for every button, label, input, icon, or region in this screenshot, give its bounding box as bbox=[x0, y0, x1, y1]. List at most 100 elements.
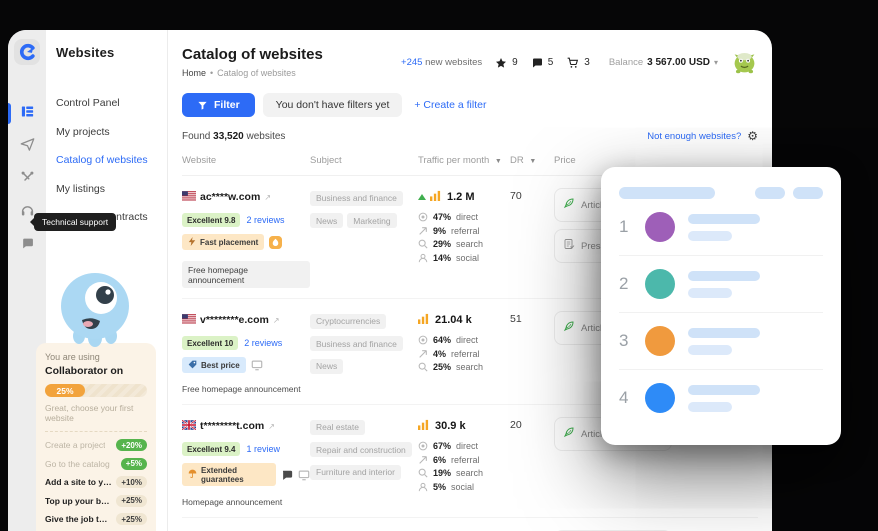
website-domain: t********t.com bbox=[200, 420, 265, 432]
task-row[interactable]: Create a project +20% bbox=[45, 439, 147, 451]
control-panel-icon bbox=[20, 104, 35, 124]
rail-item-control-panel[interactable] bbox=[8, 97, 46, 130]
gear-icon[interactable]: ⚙ bbox=[747, 129, 758, 143]
column-header-price: Price bbox=[554, 155, 576, 166]
monitor-icon[interactable] bbox=[298, 468, 310, 481]
sort-icon[interactable]: ▼ bbox=[529, 158, 537, 165]
sidebar-item-catalog-of-websites[interactable]: Catalog of websites bbox=[56, 154, 148, 166]
tools-icon bbox=[20, 170, 35, 190]
table-row: u**************l.com↗Excellent 9.42 revi… bbox=[182, 518, 758, 531]
external-link-icon[interactable]: ↗ bbox=[264, 192, 272, 202]
task-bonus-badge: +10% bbox=[116, 476, 147, 488]
feature-badges: Extended guarantees bbox=[182, 463, 310, 486]
new-websites-counter[interactable]: +245 new websites bbox=[401, 57, 483, 68]
subject-cell: Business and finance News Marketing bbox=[310, 188, 418, 288]
traffic-bars-icon bbox=[430, 188, 441, 206]
filter-button[interactable]: Filter bbox=[182, 93, 255, 117]
social-icon bbox=[418, 253, 428, 263]
progress-text-2: Collaborator on bbox=[45, 365, 124, 377]
task-label: Add a site to your cart bbox=[45, 477, 112, 487]
external-link-icon[interactable]: ↗ bbox=[272, 315, 280, 325]
offer-label: Article bbox=[581, 322, 608, 334]
direct-icon bbox=[418, 335, 428, 345]
stat-percent: 9% bbox=[433, 225, 447, 236]
website-link[interactable]: t********t.com ↗ bbox=[181, 417, 310, 435]
subject-tag: Cryptocurrencies bbox=[310, 313, 387, 329]
website-link[interactable]: v********e.com ↗ bbox=[182, 311, 310, 329]
search-icon bbox=[418, 362, 428, 372]
stat-percent: 67% bbox=[433, 441, 452, 451]
not-enough-websites-link[interactable]: Not enough websites? bbox=[647, 130, 742, 142]
traffic-stat: 19% search bbox=[418, 468, 510, 478]
messages-counter[interactable]: 5 bbox=[531, 57, 553, 69]
dr-cell: 70 bbox=[510, 188, 554, 288]
subject-tag: Business and finance bbox=[310, 190, 403, 206]
progress-value: 25% bbox=[45, 384, 85, 397]
subject-cell: Cryptocurrencies Business and finance News bbox=[310, 311, 418, 394]
star-icon bbox=[496, 57, 507, 68]
step-circle bbox=[645, 269, 675, 299]
chat-icon bbox=[21, 237, 34, 255]
funnel-icon bbox=[198, 101, 207, 110]
step-circle bbox=[645, 326, 675, 356]
page-title: Catalog of websites bbox=[182, 46, 323, 63]
subject-tag: Furniture and interior bbox=[310, 464, 401, 480]
dr-value: 51 bbox=[510, 313, 522, 325]
traffic-value-line: 1.2 M bbox=[418, 188, 510, 206]
traffic-cell: 30.9 k 67% direct 6% referral 19% search 5% soci… bbox=[418, 417, 510, 507]
cart-counter[interactable]: 3 bbox=[566, 56, 590, 69]
reviews-link[interactable]: 2 reviews bbox=[244, 338, 283, 348]
mascot-monster bbox=[52, 270, 138, 355]
breadcrumb-home[interactable]: Home bbox=[182, 68, 207, 78]
traffic-stat: 25% search bbox=[418, 362, 510, 372]
user-avatar[interactable] bbox=[731, 49, 758, 76]
sidebar-item-my-listings[interactable]: My listings bbox=[56, 182, 106, 195]
create-filter-link[interactable]: + Create a filter bbox=[414, 99, 487, 111]
column-header-dr[interactable]: DR ▼ bbox=[510, 155, 537, 166]
website-link[interactable]: ac****w.com ↗ bbox=[182, 188, 310, 206]
rating-badge: Excellent 10 bbox=[182, 336, 239, 350]
rail-item-paper-plane[interactable] bbox=[8, 130, 46, 163]
collaborator-logo[interactable] bbox=[14, 39, 40, 65]
stat-label: referral bbox=[451, 225, 480, 236]
column-header-traffic-per-month[interactable]: Traffic per month ▼ bbox=[418, 155, 502, 166]
stat-label: direct bbox=[456, 441, 479, 451]
favorites-counter[interactable]: 9 bbox=[495, 57, 518, 69]
tag-icon bbox=[188, 360, 197, 371]
traffic-stat: 9% referral bbox=[418, 226, 510, 236]
rail-item-chat[interactable] bbox=[8, 229, 46, 262]
monitor-icon[interactable] bbox=[251, 359, 264, 372]
stat-percent: 47% bbox=[433, 212, 452, 222]
divider bbox=[45, 431, 147, 432]
chat-dark-icon[interactable] bbox=[281, 468, 293, 481]
task-row[interactable]: Give the job to the site +25% bbox=[45, 513, 147, 525]
hot-icon[interactable] bbox=[269, 235, 283, 249]
reviews-link[interactable]: 2 reviews bbox=[246, 215, 285, 225]
traffic-stats: 64% direct 4% referral 25% search bbox=[418, 335, 510, 372]
traffic-stats: 47% direct 9% referral 29% search 14% social bbox=[418, 212, 510, 263]
dr-value: 70 bbox=[510, 190, 522, 202]
balance-dropdown[interactable]: Balance 3 567.00 USD ▾ bbox=[609, 57, 718, 68]
traffic-stat: 29% search bbox=[418, 239, 510, 249]
rail-item-headphones[interactable] bbox=[8, 196, 46, 229]
paper-plane-icon bbox=[20, 137, 35, 157]
balance-label: Balance bbox=[608, 57, 644, 68]
sidebar-item-control-panel[interactable]: Control Panel bbox=[56, 97, 120, 109]
task-row[interactable]: Go to the catalog +5% bbox=[45, 457, 147, 470]
article-feather-icon bbox=[563, 196, 575, 214]
external-link-icon[interactable]: ↗ bbox=[268, 421, 275, 431]
dr-value: 20 bbox=[510, 419, 522, 431]
rail-item-tools[interactable] bbox=[8, 163, 46, 196]
subject-tag: News bbox=[310, 213, 344, 228]
dr-cell: 51 bbox=[510, 311, 554, 394]
step-skeleton-lines bbox=[688, 327, 760, 355]
sort-icon[interactable]: ▼ bbox=[494, 158, 502, 165]
task-row[interactable]: Top up your balance in ... +25% bbox=[45, 494, 147, 507]
chat-bubble-icon bbox=[532, 58, 542, 67]
search-icon bbox=[418, 468, 428, 478]
step-circle bbox=[645, 212, 675, 242]
reviews-link[interactable]: 1 review bbox=[246, 444, 280, 454]
feature-badge-best-price: Best price bbox=[182, 357, 246, 373]
sidebar-item-my-projects[interactable]: My projects bbox=[56, 125, 110, 138]
task-row[interactable]: Add a site to your cart +10% bbox=[45, 476, 147, 488]
